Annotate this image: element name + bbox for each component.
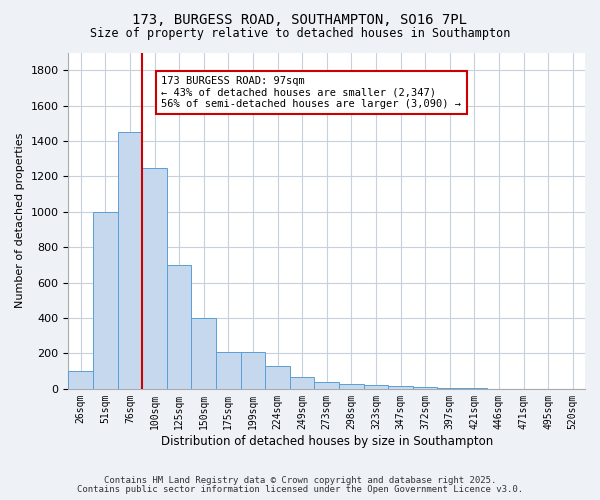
Bar bbox=[437, 388, 462, 389]
Bar bbox=[462, 388, 487, 389]
Bar bbox=[118, 132, 142, 389]
Text: 173, BURGESS ROAD, SOUTHAMPTON, SO16 7PL: 173, BURGESS ROAD, SOUTHAMPTON, SO16 7PL bbox=[133, 12, 467, 26]
Bar bbox=[216, 352, 241, 389]
Bar bbox=[364, 386, 388, 389]
Bar bbox=[314, 382, 339, 389]
Bar bbox=[68, 371, 93, 389]
Bar bbox=[142, 168, 167, 389]
Bar bbox=[241, 352, 265, 389]
Bar bbox=[339, 384, 364, 389]
Text: Contains public sector information licensed under the Open Government Licence v3: Contains public sector information licen… bbox=[77, 484, 523, 494]
Text: 173 BURGESS ROAD: 97sqm
← 43% of detached houses are smaller (2,347)
56% of semi: 173 BURGESS ROAD: 97sqm ← 43% of detache… bbox=[161, 76, 461, 109]
Bar bbox=[265, 366, 290, 389]
Bar bbox=[290, 378, 314, 389]
Text: Contains HM Land Registry data © Crown copyright and database right 2025.: Contains HM Land Registry data © Crown c… bbox=[104, 476, 496, 485]
Y-axis label: Number of detached properties: Number of detached properties bbox=[15, 133, 25, 308]
Bar bbox=[413, 387, 437, 389]
Bar bbox=[93, 212, 118, 389]
Bar bbox=[388, 386, 413, 389]
Text: Size of property relative to detached houses in Southampton: Size of property relative to detached ho… bbox=[90, 28, 510, 40]
Bar bbox=[167, 265, 191, 389]
Bar bbox=[191, 318, 216, 389]
X-axis label: Distribution of detached houses by size in Southampton: Distribution of detached houses by size … bbox=[161, 434, 493, 448]
